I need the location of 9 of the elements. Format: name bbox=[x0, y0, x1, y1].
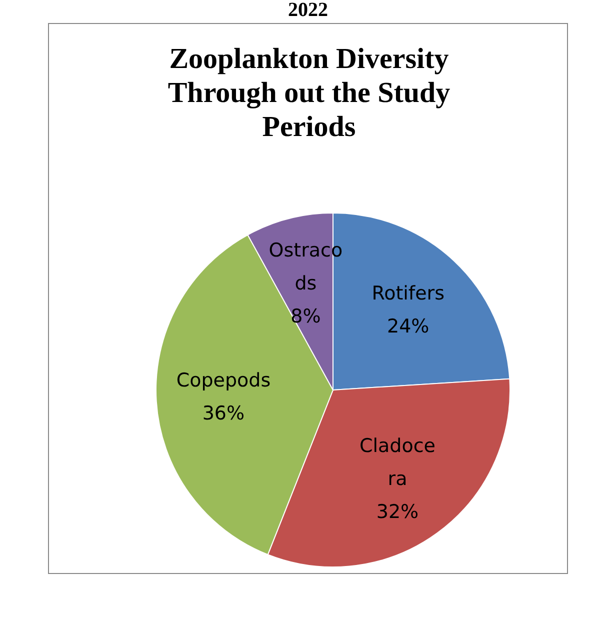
slice-label: Rotifers bbox=[372, 282, 445, 305]
text: 2022 bbox=[287, 0, 329, 21]
slice-label: Cladocera bbox=[359, 434, 436, 490]
data-label: 36% bbox=[202, 402, 245, 424]
data-label: 8% bbox=[290, 306, 321, 328]
data-label: 32% bbox=[376, 500, 419, 523]
slice-label: Copepods bbox=[176, 369, 271, 392]
data-label: 24% bbox=[387, 316, 430, 338]
chart-title: Zooplankton Diversity Through out the Study Periods bbox=[166, 42, 452, 144]
